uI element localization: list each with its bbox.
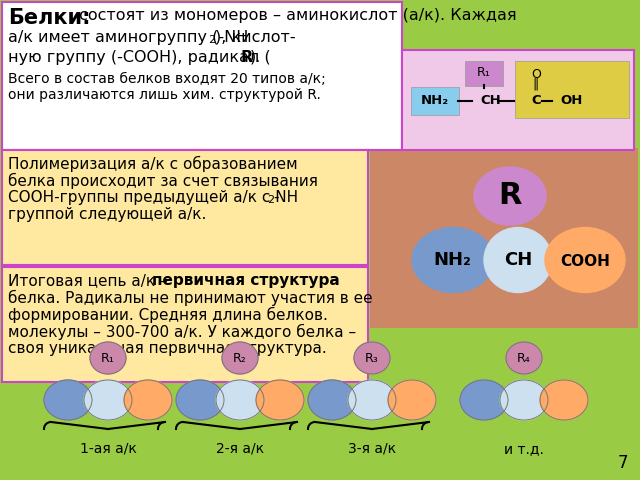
- Text: R₃: R₃: [365, 351, 379, 364]
- FancyBboxPatch shape: [2, 2, 402, 150]
- Text: OH: OH: [561, 95, 583, 108]
- Ellipse shape: [484, 228, 552, 292]
- FancyBboxPatch shape: [411, 87, 459, 115]
- Ellipse shape: [90, 342, 126, 374]
- Text: NH₂: NH₂: [421, 95, 449, 108]
- Ellipse shape: [176, 380, 224, 420]
- Text: R₁: R₁: [101, 351, 115, 364]
- Text: а/к имеет аминогруппу (-NH: а/к имеет аминогруппу (-NH: [8, 30, 248, 45]
- Text: O: O: [531, 68, 541, 81]
- Ellipse shape: [460, 380, 508, 420]
- Text: ), кислот-: ), кислот-: [215, 30, 296, 45]
- Ellipse shape: [412, 228, 494, 292]
- Ellipse shape: [506, 342, 542, 374]
- Text: 2-я а/к: 2-я а/к: [216, 442, 264, 456]
- Ellipse shape: [545, 228, 625, 292]
- Text: CH: CH: [480, 95, 500, 108]
- Text: формировании. Средняя длина белков.: формировании. Средняя длина белков.: [8, 307, 328, 323]
- Ellipse shape: [44, 380, 92, 420]
- Text: R: R: [240, 50, 252, 65]
- Text: 2: 2: [208, 35, 215, 45]
- Text: 3-я а/к: 3-я а/к: [348, 442, 396, 456]
- Text: 7: 7: [618, 454, 628, 472]
- FancyBboxPatch shape: [465, 61, 503, 86]
- Ellipse shape: [348, 380, 396, 420]
- Text: группой следующей а/к.: группой следующей а/к.: [8, 207, 206, 222]
- Ellipse shape: [388, 380, 436, 420]
- Ellipse shape: [354, 342, 390, 374]
- Text: COOH: COOH: [560, 254, 610, 269]
- Ellipse shape: [216, 380, 264, 420]
- Text: -: -: [273, 190, 278, 205]
- FancyBboxPatch shape: [402, 50, 634, 150]
- Ellipse shape: [500, 380, 548, 420]
- Text: ).: ).: [250, 50, 261, 65]
- Text: состоят из мономеров – аминокислот (а/к). Каждая: состоят из мономеров – аминокислот (а/к)…: [74, 8, 516, 23]
- Ellipse shape: [308, 380, 356, 420]
- Ellipse shape: [124, 380, 172, 420]
- Text: CH: CH: [504, 251, 532, 269]
- Text: молекулы – 300-700 а/к. У каждого белка –: молекулы – 300-700 а/к. У каждого белка …: [8, 324, 356, 340]
- Ellipse shape: [256, 380, 304, 420]
- Ellipse shape: [474, 167, 546, 225]
- FancyBboxPatch shape: [515, 61, 629, 118]
- Ellipse shape: [84, 380, 132, 420]
- Text: они различаются лишь хим. структурой R.: они различаются лишь хим. структурой R.: [8, 88, 321, 102]
- Text: R: R: [499, 181, 522, 211]
- Text: Полимеризация а/к с образованием: Полимеризация а/к с образованием: [8, 156, 298, 172]
- Text: Итоговая цепь а/к –: Итоговая цепь а/к –: [8, 273, 173, 288]
- Text: R₄: R₄: [517, 351, 531, 364]
- Text: R₁: R₁: [477, 67, 491, 80]
- FancyBboxPatch shape: [2, 267, 368, 382]
- Text: СООН-группы предыдущей а/к с NH: СООН-группы предыдущей а/к с NH: [8, 190, 298, 205]
- Ellipse shape: [222, 342, 258, 374]
- Text: 1-ая а/к: 1-ая а/к: [79, 442, 136, 456]
- Text: своя уникальная первичная структура.: своя уникальная первичная структура.: [8, 341, 327, 356]
- Text: C: C: [531, 95, 541, 108]
- Text: R₂: R₂: [233, 351, 247, 364]
- Ellipse shape: [540, 380, 588, 420]
- FancyBboxPatch shape: [2, 150, 368, 265]
- Text: Белки:: Белки:: [8, 8, 90, 28]
- Text: Всего в состав белков входят 20 типов а/к;: Всего в состав белков входят 20 типов а/…: [8, 72, 326, 86]
- Text: ‖: ‖: [533, 78, 539, 91]
- FancyBboxPatch shape: [370, 148, 638, 328]
- Text: первичная структура: первичная структура: [152, 273, 340, 288]
- Text: NH₂: NH₂: [433, 251, 471, 269]
- Text: 2: 2: [267, 195, 274, 205]
- Text: белка. Радикалы не принимают участия в ее: белка. Радикалы не принимают участия в е…: [8, 290, 372, 306]
- Text: ную группу (-СООН), радикал (: ную группу (-СООН), радикал (: [8, 50, 271, 65]
- Text: белка происходит за счет связывания: белка происходит за счет связывания: [8, 173, 318, 189]
- Text: и т.д.: и т.д.: [504, 442, 544, 456]
